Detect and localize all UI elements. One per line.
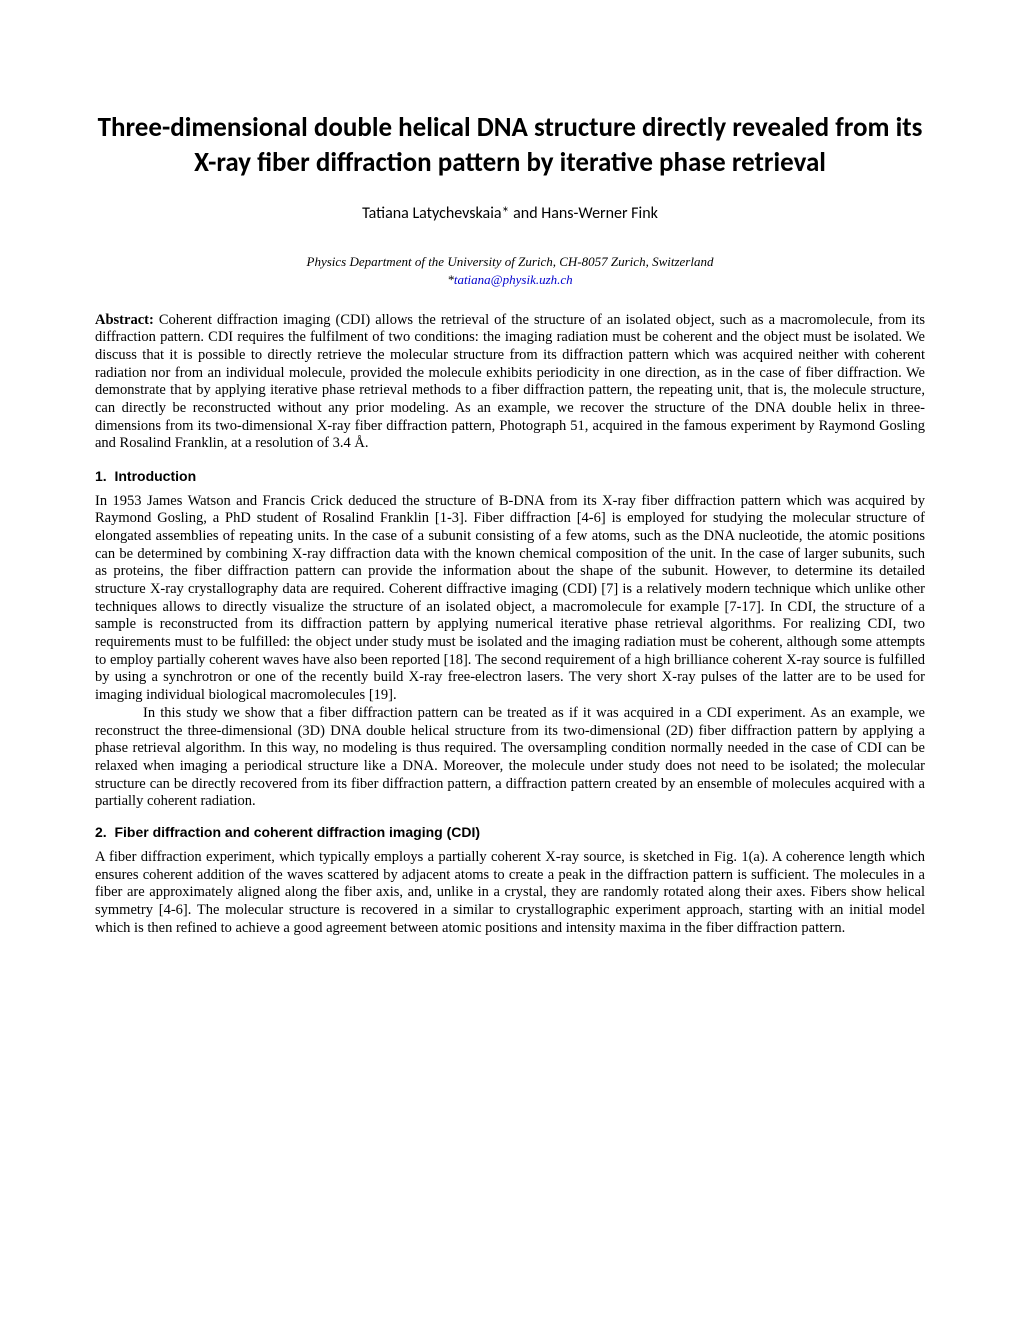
section-number: 2.: [95, 824, 107, 840]
paper-affiliation-block: Physics Department of the University of …: [95, 253, 925, 289]
section-number: 1.: [95, 468, 107, 484]
corresponding-email: tatiana@physik.uzh.ch: [454, 272, 573, 287]
section-title: Fiber diffraction and coherent diffracti…: [114, 824, 480, 840]
abstract-label: Abstract:: [95, 312, 154, 328]
abstract-paragraph: Abstract: Coherent diffraction imaging (…: [95, 312, 925, 454]
paper-authors: Tatiana Latychevskaia* and Hans-Werner F…: [95, 204, 925, 223]
body-paragraph: A fiber diffraction experiment, which ty…: [95, 849, 925, 937]
paper-title: Three-dimensional double helical DNA str…: [95, 110, 925, 180]
section-heading-introduction: 1. Introduction: [95, 468, 925, 484]
body-paragraph: In this study we show that a fiber diffr…: [95, 705, 925, 811]
affiliation-text: Physics Department of the University of …: [307, 254, 714, 269]
section-title: Introduction: [114, 468, 196, 484]
body-paragraph: In 1953 James Watson and Francis Crick d…: [95, 493, 925, 705]
abstract-text: Coherent diffraction imaging (CDI) allow…: [95, 312, 925, 452]
section-heading-fiber-diffraction: 2. Fiber diffraction and coherent diffra…: [95, 824, 925, 840]
